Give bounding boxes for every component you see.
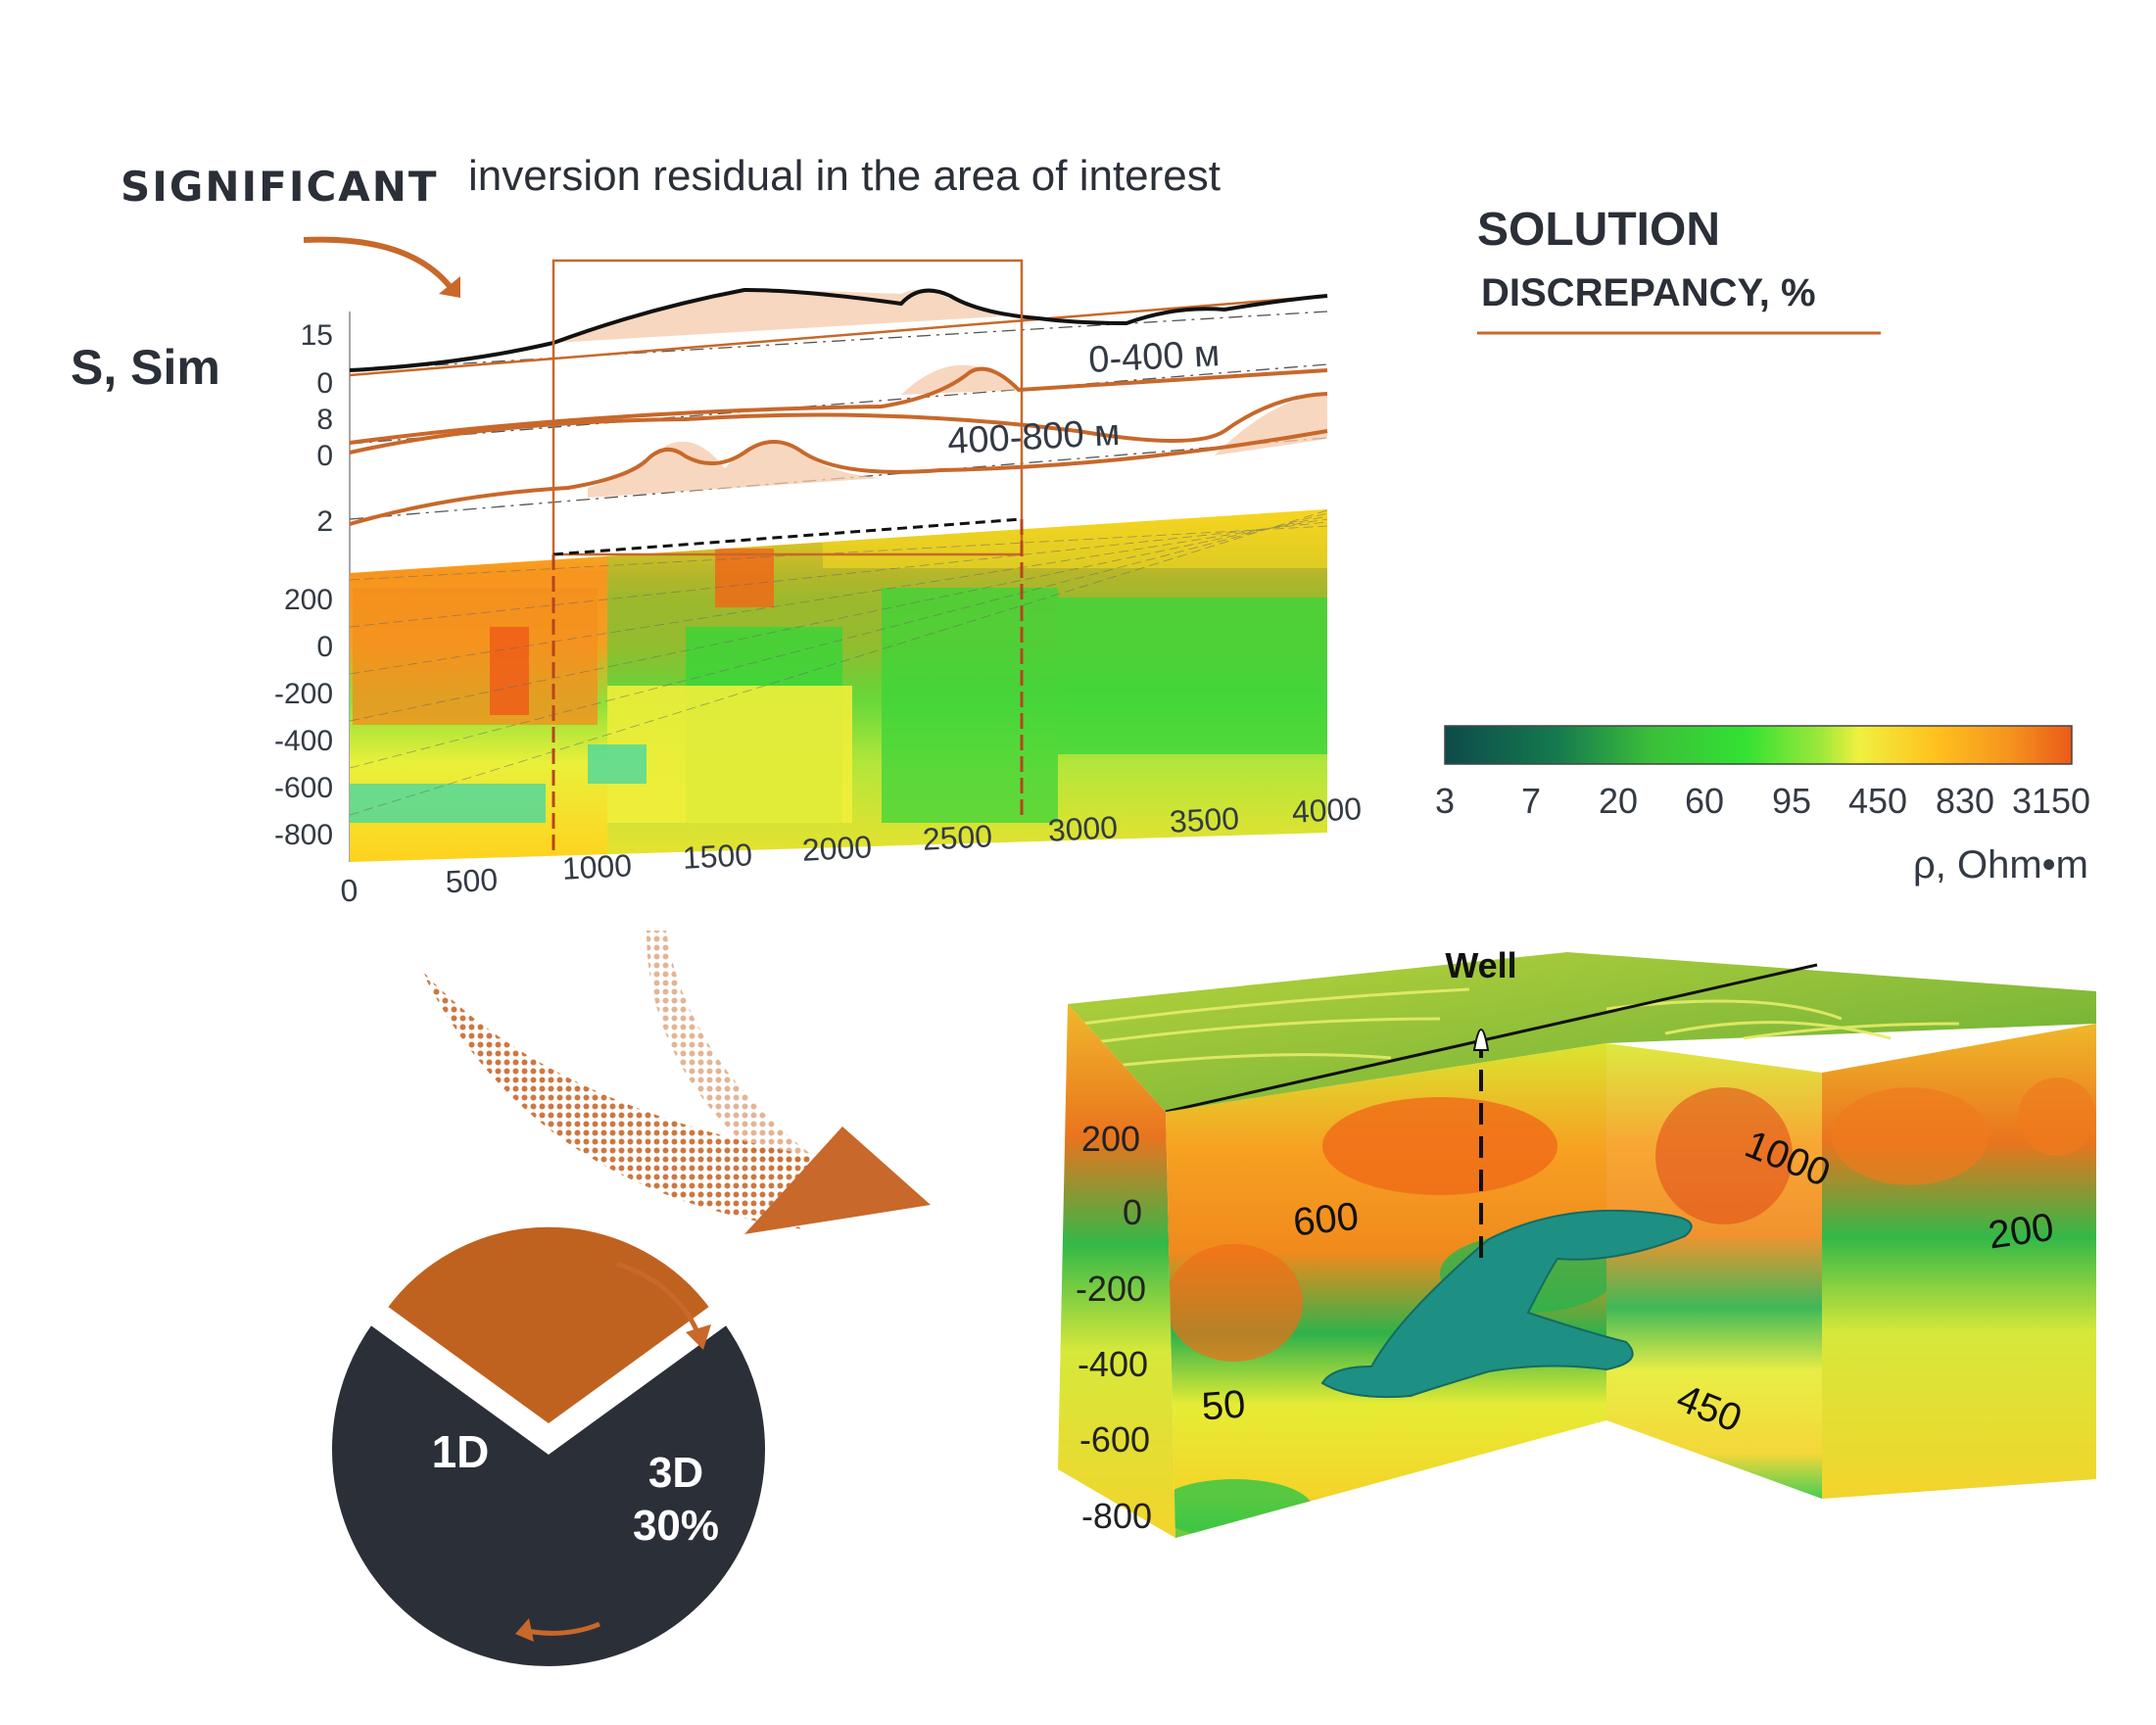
- colorbar-tick-label: 95: [1772, 781, 1811, 821]
- pointer-arrowhead: [439, 276, 460, 298]
- colorbar-tick-label: 830: [1936, 781, 1994, 821]
- curve-label-400-800: 400-800 м: [946, 412, 1121, 462]
- dotted-flow-arrow: [421, 931, 931, 1234]
- legend-subtitle: DISCREPANCY, %: [1481, 271, 1816, 314]
- profile-top-tick-label: 15: [301, 319, 333, 352]
- profile-x-tick-label: 1500: [682, 837, 753, 876]
- pie-label-3d: 3D: [648, 1449, 703, 1497]
- profile-top-tick-label: 0: [316, 367, 333, 400]
- legend-title: SOLUTION: [1477, 204, 1720, 256]
- block-annotation: 200: [1986, 1206, 2056, 1258]
- pointer-arrow: [303, 236, 455, 292]
- pie-slice-3d: [377, 1219, 720, 1433]
- method-pie-chart: 1D 3D 30%: [324, 1219, 773, 1674]
- headline-emphasis: SIGNIFICANT: [120, 163, 439, 211]
- colorbar-tick-label: 60: [1685, 781, 1724, 821]
- colorbar-tick-label: 7: [1521, 781, 1541, 821]
- profile-x-tick-label: 3500: [1169, 800, 1240, 839]
- profile-top-tick-label: 2: [316, 505, 333, 538]
- profile-top-tick-label: 0: [316, 440, 333, 472]
- profile-x-tick-label: 2500: [922, 818, 993, 857]
- profile-x-tick-label: 1000: [561, 847, 633, 886]
- profile-depth-tick-label: -400: [274, 725, 333, 757]
- block-depth-tick-label: -200: [1076, 1269, 1146, 1309]
- resistivity-3d-block: [1058, 952, 2096, 1538]
- profile-x-tick-label: 3000: [1047, 809, 1119, 848]
- block-depth-tick-label: 200: [1081, 1119, 1140, 1159]
- profile-top-tick-label: 8: [316, 404, 333, 436]
- profile-depth-tick-label: 0: [316, 631, 333, 663]
- conductive-anomaly: [1320, 1209, 1693, 1399]
- well-label: Well: [1445, 945, 1516, 985]
- block-depth-tick-label: -400: [1078, 1344, 1148, 1384]
- colorbar-tick-label: 450: [1848, 781, 1907, 821]
- block-annotation: 50: [1200, 1383, 1246, 1429]
- profile-depth-tick-label: -600: [274, 772, 333, 804]
- pie-slice-1d: [324, 1315, 773, 1674]
- curve-label-0-400: 0-400 м: [1087, 333, 1221, 381]
- profile-ylabel: S, Sim: [71, 340, 220, 395]
- pie-label-1d: 1D: [432, 1426, 490, 1477]
- well-marker-icon: [1472, 1029, 1490, 1051]
- profile-depth-tick-label: -800: [274, 819, 333, 851]
- profile-x-tick-label: 500: [445, 862, 499, 900]
- pie-arrow-bottom: [526, 1621, 600, 1636]
- block-depth-tick-label: -800: [1081, 1496, 1152, 1536]
- pie-arrow-top: [616, 1261, 700, 1334]
- colorbar: [1444, 725, 2073, 765]
- colorbar-unit: ρ, Ohm•m: [1913, 843, 2088, 886]
- profile-x-tick-label: 4000: [1291, 791, 1363, 830]
- colorbar-tick-label: 3150: [2012, 781, 2090, 821]
- profile-depth-tick-label: 200: [284, 584, 333, 616]
- block-depth-tick-label: 0: [1123, 1192, 1142, 1232]
- colorbar-tick-label: 3: [1435, 781, 1455, 821]
- profile-depth-tick-label: -200: [274, 678, 333, 710]
- block-annotation: 600: [1291, 1195, 1361, 1245]
- headline-text: inversion residual in the area of intere…: [468, 152, 1221, 200]
- profile-panel: [349, 259, 1328, 862]
- profile-x-tick-label: 2000: [801, 829, 873, 868]
- profile-x-tick-label: 0: [340, 873, 359, 909]
- pie-label-3d-pct: 30%: [633, 1502, 719, 1550]
- area-of-interest-box: [551, 259, 1024, 556]
- colorbar-tick-label: 20: [1599, 781, 1638, 821]
- block-depth-tick-label: -600: [1079, 1419, 1150, 1460]
